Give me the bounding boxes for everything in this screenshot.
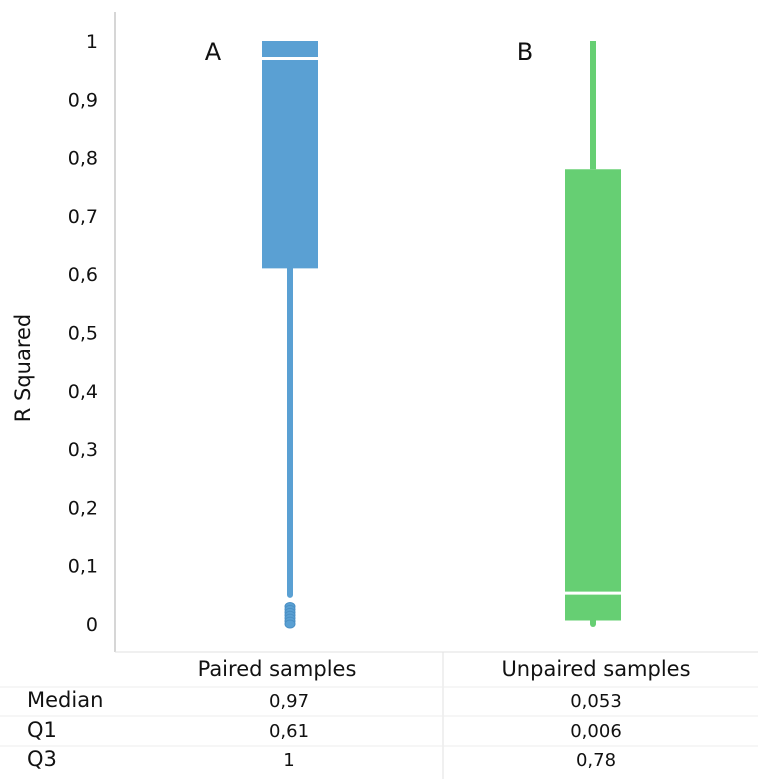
- y-tick-label: 0,4: [68, 381, 98, 403]
- table-cell: 0,006: [570, 721, 622, 742]
- y-tick-label: 0,1: [68, 556, 98, 578]
- box-unpaired: B Unpaired samples: [501, 38, 690, 681]
- y-tick-label: 0,2: [68, 497, 98, 519]
- box-iqr: [565, 169, 621, 621]
- y-tick-label: 1: [86, 31, 98, 53]
- panel-label: A: [205, 38, 222, 66]
- table-cell: 0,61: [269, 721, 309, 742]
- y-tick-label: 0,7: [68, 206, 98, 228]
- summary-table: Median 0,97 0,053 Q1 0,61 0,006 Q3 1 0,78: [27, 688, 622, 771]
- table-row-label: Q1: [27, 718, 57, 742]
- table-row-label: Median: [27, 688, 103, 712]
- y-tick-label: 0: [86, 614, 98, 636]
- box-series: A Paired samples B Unpaired samples: [198, 38, 691, 681]
- y-tick-label: 0,8: [68, 148, 98, 170]
- category-label: Unpaired samples: [501, 657, 690, 681]
- y-tick-label: 0,6: [68, 264, 98, 286]
- table-cell: 0,78: [576, 750, 616, 771]
- category-label: Paired samples: [198, 657, 357, 681]
- outlier-point: [284, 619, 296, 629]
- box-iqr: [262, 41, 318, 269]
- table-cell: 0,053: [570, 691, 622, 712]
- table-cell: 0,97: [269, 691, 309, 712]
- y-tick-label: 0,9: [68, 89, 98, 111]
- panel-label: B: [517, 38, 533, 66]
- y-tick-label: 0,3: [68, 439, 98, 461]
- y-axis-title: R Squared: [11, 314, 35, 423]
- y-tick-labels: 0 0,1 0,2 0,3 0,4 0,5 0,6 0,7 0,8 0,9 1: [68, 31, 98, 636]
- y-tick-label: 0,5: [68, 323, 98, 345]
- box-paired: A Paired samples: [198, 38, 357, 681]
- table-row-label: Q3: [27, 747, 57, 771]
- table-cell: 1: [283, 750, 294, 771]
